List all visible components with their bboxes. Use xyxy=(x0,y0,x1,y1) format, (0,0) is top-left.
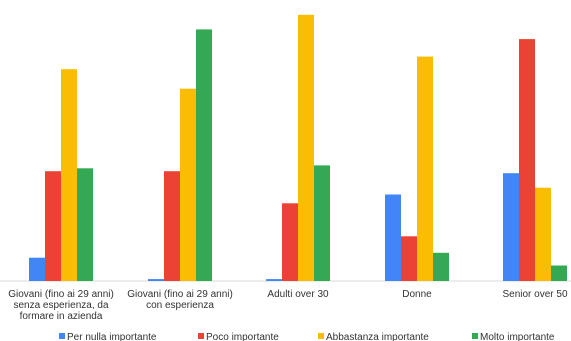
category-label-line: Donne xyxy=(402,289,432,300)
category-label-4: Donne xyxy=(402,289,432,300)
bar-molto-importante-4 xyxy=(433,252,449,281)
category-label-5: Senior over 50 xyxy=(502,289,567,300)
bar-abbastanza-importante-5 xyxy=(535,187,551,281)
legend-label: Poco importante xyxy=(206,332,279,341)
category-label-line: formare in azienda xyxy=(20,311,103,322)
legend-item-2: Poco importante xyxy=(198,332,279,341)
bar-poco-importante-4 xyxy=(401,236,417,281)
bar-abbastanza-importante-4 xyxy=(417,56,433,281)
bar-abbastanza-importante-1 xyxy=(61,69,77,281)
category-label-line: Senior over 50 xyxy=(502,289,567,300)
bar-per-nulla-importante-3 xyxy=(266,279,282,281)
legend-item-4: Molto importante xyxy=(472,332,555,341)
bar-poco-importante-5 xyxy=(519,39,535,281)
bar-per-nulla-importante-4 xyxy=(385,194,401,281)
category-label-line: Giovani (fino ai 29 anni) xyxy=(8,289,114,300)
legend-item-1: Per nulla importante xyxy=(59,332,157,341)
category-label-line: senza esperienza, da xyxy=(13,300,109,311)
category-labels: Giovani (fino ai 29 anni) senza esperienz… xyxy=(8,289,568,322)
bar-per-nulla-importante-5 xyxy=(503,173,519,281)
bar-poco-importante-2 xyxy=(164,171,180,281)
bar-molto-importante-3 xyxy=(314,165,330,281)
legend-swatch xyxy=(318,333,324,339)
category-label-line: Giovani (fino ai 29 anni) xyxy=(127,289,233,300)
legend-swatch xyxy=(472,333,478,339)
legend-label: Per nulla importante xyxy=(67,332,157,341)
bar-molto-importante-1 xyxy=(77,168,93,281)
bar-per-nulla-importante-2 xyxy=(148,279,164,281)
legend-item-3: Abbastanza importante xyxy=(318,332,429,341)
bars-group xyxy=(29,14,567,282)
category-label-line: con esperienza xyxy=(146,300,214,311)
legend-swatch xyxy=(59,333,65,339)
bar-per-nulla-importante-1 xyxy=(29,257,45,281)
category-label-2: Giovani (fino ai 29 anni) con esperienza xyxy=(127,289,233,311)
bar-molto-importante-2 xyxy=(196,29,212,282)
legend-label: Abbastanza importante xyxy=(326,332,429,341)
category-label-1: Giovani (fino ai 29 anni) senza esperienz… xyxy=(8,289,114,322)
legend-swatch xyxy=(198,333,204,339)
category-label-3: Adulti over 30 xyxy=(267,289,329,300)
legend: Per nulla importante Poco importante Abbas… xyxy=(59,332,555,341)
legend-label: Molto importante xyxy=(480,332,555,341)
bar-poco-importante-1 xyxy=(45,171,61,281)
bar-poco-importante-3 xyxy=(282,203,298,281)
bar-molto-importante-5 xyxy=(551,265,567,281)
bar-abbastanza-importante-2 xyxy=(180,88,196,281)
bar-abbastanza-importante-3 xyxy=(298,14,314,282)
category-label-line: Adulti over 30 xyxy=(267,289,329,300)
